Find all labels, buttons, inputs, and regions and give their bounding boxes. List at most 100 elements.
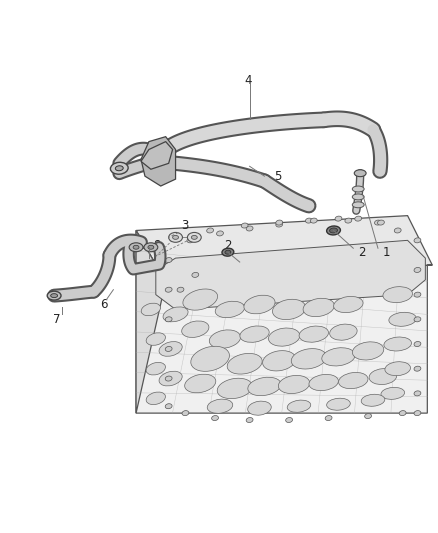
Ellipse shape bbox=[414, 366, 421, 371]
Text: 8: 8 bbox=[153, 239, 160, 252]
Ellipse shape bbox=[287, 400, 311, 413]
Ellipse shape bbox=[353, 342, 384, 360]
Ellipse shape bbox=[144, 243, 158, 252]
Ellipse shape bbox=[185, 374, 216, 393]
Ellipse shape bbox=[278, 375, 310, 393]
Ellipse shape bbox=[414, 342, 421, 346]
Ellipse shape bbox=[335, 216, 342, 221]
Ellipse shape bbox=[374, 220, 381, 225]
Text: 5: 5 bbox=[274, 169, 282, 183]
Ellipse shape bbox=[187, 238, 194, 243]
Ellipse shape bbox=[361, 394, 385, 406]
Ellipse shape bbox=[352, 194, 364, 200]
Polygon shape bbox=[136, 230, 432, 413]
Ellipse shape bbox=[165, 317, 172, 322]
Ellipse shape bbox=[399, 410, 406, 416]
Ellipse shape bbox=[378, 220, 385, 225]
Ellipse shape bbox=[191, 346, 230, 372]
Ellipse shape bbox=[322, 348, 355, 366]
Ellipse shape bbox=[276, 222, 283, 227]
Ellipse shape bbox=[172, 235, 179, 240]
Ellipse shape bbox=[165, 257, 172, 263]
Ellipse shape bbox=[291, 349, 326, 369]
Text: 3: 3 bbox=[181, 219, 188, 232]
Ellipse shape bbox=[414, 317, 421, 322]
Ellipse shape bbox=[330, 324, 357, 340]
Ellipse shape bbox=[339, 373, 368, 389]
Ellipse shape bbox=[182, 410, 189, 416]
Ellipse shape bbox=[365, 414, 371, 418]
Ellipse shape bbox=[207, 228, 214, 233]
Ellipse shape bbox=[209, 330, 240, 348]
Ellipse shape bbox=[268, 328, 300, 346]
Ellipse shape bbox=[355, 216, 362, 221]
Ellipse shape bbox=[115, 166, 123, 171]
Polygon shape bbox=[156, 240, 425, 310]
Ellipse shape bbox=[244, 295, 275, 314]
Ellipse shape bbox=[163, 307, 188, 322]
Ellipse shape bbox=[369, 369, 397, 384]
Ellipse shape bbox=[177, 287, 184, 292]
Ellipse shape bbox=[383, 287, 413, 303]
Ellipse shape bbox=[329, 228, 337, 233]
Ellipse shape bbox=[240, 326, 269, 342]
Ellipse shape bbox=[414, 238, 421, 243]
Ellipse shape bbox=[146, 362, 166, 375]
Text: 1: 1 bbox=[383, 246, 390, 259]
Text: 2: 2 bbox=[224, 239, 232, 252]
Ellipse shape bbox=[299, 326, 328, 342]
Ellipse shape bbox=[414, 292, 421, 297]
Ellipse shape bbox=[187, 232, 201, 243]
Ellipse shape bbox=[352, 186, 364, 192]
Ellipse shape bbox=[248, 377, 281, 395]
Ellipse shape bbox=[389, 312, 417, 326]
Ellipse shape bbox=[165, 287, 172, 292]
Ellipse shape bbox=[191, 236, 197, 239]
Ellipse shape bbox=[47, 291, 61, 300]
Ellipse shape bbox=[354, 169, 366, 176]
Ellipse shape bbox=[159, 371, 182, 386]
Ellipse shape bbox=[212, 416, 219, 421]
Ellipse shape bbox=[192, 272, 199, 277]
Ellipse shape bbox=[345, 218, 352, 223]
Text: 4: 4 bbox=[244, 74, 251, 87]
Text: 7: 7 bbox=[53, 313, 61, 326]
Ellipse shape bbox=[165, 403, 172, 409]
Ellipse shape bbox=[276, 220, 283, 225]
Polygon shape bbox=[141, 142, 173, 169]
Ellipse shape bbox=[414, 410, 421, 416]
Ellipse shape bbox=[217, 378, 252, 399]
Ellipse shape bbox=[146, 333, 166, 345]
Ellipse shape bbox=[216, 231, 223, 236]
Polygon shape bbox=[136, 230, 166, 413]
Ellipse shape bbox=[51, 294, 57, 297]
Ellipse shape bbox=[182, 321, 209, 337]
Ellipse shape bbox=[327, 398, 350, 410]
Ellipse shape bbox=[286, 417, 293, 423]
Ellipse shape bbox=[241, 223, 248, 228]
Ellipse shape bbox=[110, 163, 128, 174]
Ellipse shape bbox=[384, 337, 411, 351]
Ellipse shape bbox=[225, 250, 231, 254]
Ellipse shape bbox=[414, 268, 421, 272]
Ellipse shape bbox=[381, 387, 405, 399]
Ellipse shape bbox=[159, 342, 182, 356]
Ellipse shape bbox=[303, 298, 334, 317]
Ellipse shape bbox=[246, 417, 253, 423]
Ellipse shape bbox=[334, 296, 363, 312]
Ellipse shape bbox=[227, 353, 262, 374]
Ellipse shape bbox=[173, 236, 179, 239]
Ellipse shape bbox=[325, 416, 332, 421]
Ellipse shape bbox=[414, 391, 421, 396]
Ellipse shape bbox=[394, 228, 401, 233]
Text: 2: 2 bbox=[358, 246, 366, 259]
Ellipse shape bbox=[148, 245, 154, 249]
Ellipse shape bbox=[207, 399, 233, 413]
Ellipse shape bbox=[215, 301, 244, 318]
Ellipse shape bbox=[146, 392, 166, 405]
Ellipse shape bbox=[311, 218, 317, 223]
Ellipse shape bbox=[141, 303, 161, 316]
Ellipse shape bbox=[272, 300, 306, 320]
Ellipse shape bbox=[385, 362, 410, 376]
Ellipse shape bbox=[183, 289, 218, 310]
